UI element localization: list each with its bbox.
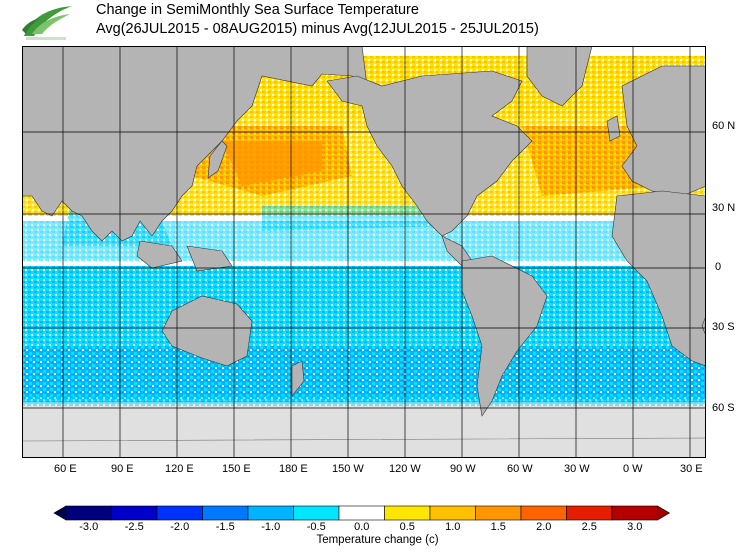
colorbar-cell (611, 505, 658, 521)
colorbar-tick-label: -2.0 (170, 521, 190, 533)
lon-label: 90 W (450, 463, 476, 475)
colorbar-tick-label: 0.0 (354, 521, 370, 533)
lon-label: 60 W (507, 463, 533, 475)
colorbar-over-arrow (657, 505, 671, 521)
colorbar-cell (293, 505, 340, 521)
sst-change-map (22, 46, 706, 458)
lon-label: 90 E (111, 463, 134, 475)
antarctica (22, 437, 706, 458)
lat-label: 30 S (712, 321, 735, 333)
colorbar-cell (384, 505, 431, 521)
colorbar-tick-label: -2.5 (124, 521, 144, 533)
colorbar-tick-label: 1.0 (445, 521, 461, 533)
title-line-2: Avg(26JUL2015 - 08AUG2015) minus Avg(12J… (96, 21, 539, 37)
graticule (22, 46, 706, 458)
lon-label: 30 W (564, 463, 590, 475)
colorbar-cell (520, 505, 567, 521)
colorbar-tick-label: 2.5 (581, 521, 597, 533)
colorbar-tick-label: 1.5 (490, 521, 506, 533)
lat-label: 30 N (712, 202, 736, 214)
colorbar-tick-label: -1.0 (261, 521, 281, 533)
lat-label: 60 S (712, 402, 735, 414)
lon-label: 0 W (623, 463, 643, 475)
north-america (326, 70, 533, 237)
sst-change-field (22, 56, 706, 458)
lon-label: 30 E (680, 463, 703, 475)
lon-label: 120 E (165, 463, 194, 475)
colorbar-cell (156, 505, 203, 521)
lon-label: 150 E (222, 463, 251, 475)
lon-label: 150 W (332, 463, 364, 475)
colorbar-cell (247, 505, 294, 521)
colorbar-tick-label: 0.5 (399, 521, 415, 533)
lon-label: 180 E (279, 463, 308, 475)
colorbar-tick-label: 3.0 (627, 521, 643, 533)
colorbar-under-arrow (53, 505, 67, 521)
lat-label: 60 N (712, 120, 736, 132)
colorbar-cell (338, 505, 385, 521)
colorbar-cell (111, 505, 158, 521)
lat-label: 0 (715, 261, 722, 273)
japan (207, 140, 228, 179)
colorbar-tick-label: 2.0 (536, 521, 552, 533)
colorbar-tick-label: -0.5 (306, 521, 326, 533)
lon-label: 60 E (54, 463, 77, 475)
agency-logo-icon (22, 6, 72, 40)
africa (611, 190, 706, 367)
land-masses (22, 46, 706, 458)
title-line-1: Change in SemiMonthly Sea Surface Temper… (96, 2, 419, 18)
eurasia-east (22, 46, 368, 242)
south-america (461, 255, 548, 417)
uk (606, 115, 621, 142)
southeast-asia-islands (136, 240, 233, 272)
colorbar-cell (65, 505, 112, 521)
colorbar-tick-label: -3.0 (79, 521, 99, 533)
colorbar-tick-label: -1.5 (215, 521, 235, 533)
map-title: Change in SemiMonthly Sea Surface Temper… (96, 1, 539, 39)
new-zealand (291, 360, 305, 397)
colorbar-cell (429, 505, 476, 521)
lon-label: 120 W (389, 463, 421, 475)
colorbar-cell (566, 505, 613, 521)
colorbar-cell (475, 505, 522, 521)
europe (621, 65, 706, 197)
colorbar-title: Temperature change (c) (316, 534, 439, 546)
colorbar-cell (202, 505, 249, 521)
australia (161, 295, 253, 367)
